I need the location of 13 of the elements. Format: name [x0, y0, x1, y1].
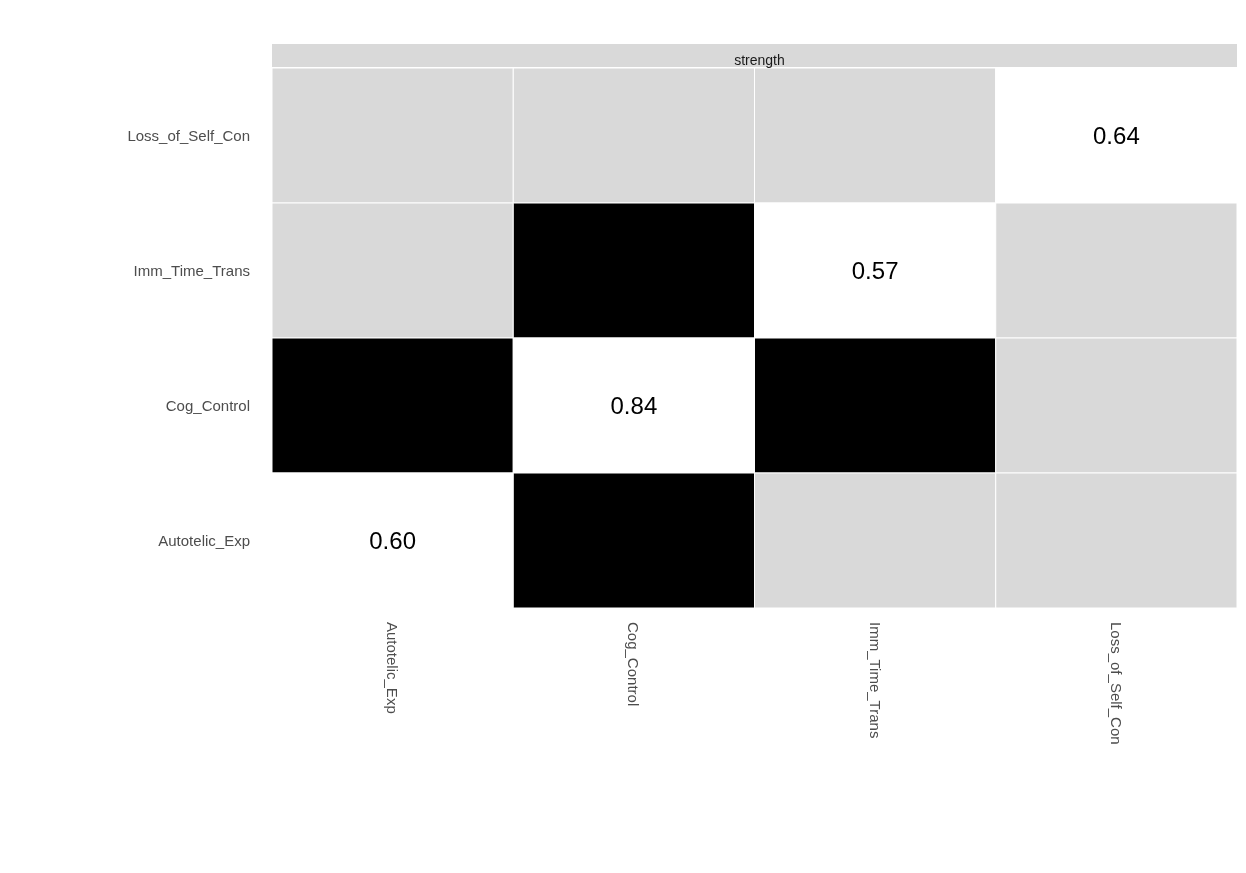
y-tick-label: Imm_Time_Trans	[133, 262, 250, 279]
y-tick-label: Cog_Control	[165, 397, 250, 414]
data-label: 0.57	[851, 257, 899, 284]
x-tick-label: Cog_Control	[625, 622, 643, 707]
data-label: 0.84	[610, 392, 658, 419]
data-label: 0.64	[1093, 122, 1140, 149]
data-label: 0.60	[369, 527, 416, 554]
chart-title: strength	[734, 52, 785, 68]
x-tick-label: Loss_of_Self_Con	[1107, 622, 1125, 745]
y-tick-label: Loss_of_Self_Con	[127, 127, 250, 144]
x-tick-label: Imm_Time_Trans	[866, 622, 884, 739]
x-tick-label: Autotelic_Exp	[384, 622, 402, 714]
y-tick-label: Autotelic_Exp	[158, 532, 250, 549]
